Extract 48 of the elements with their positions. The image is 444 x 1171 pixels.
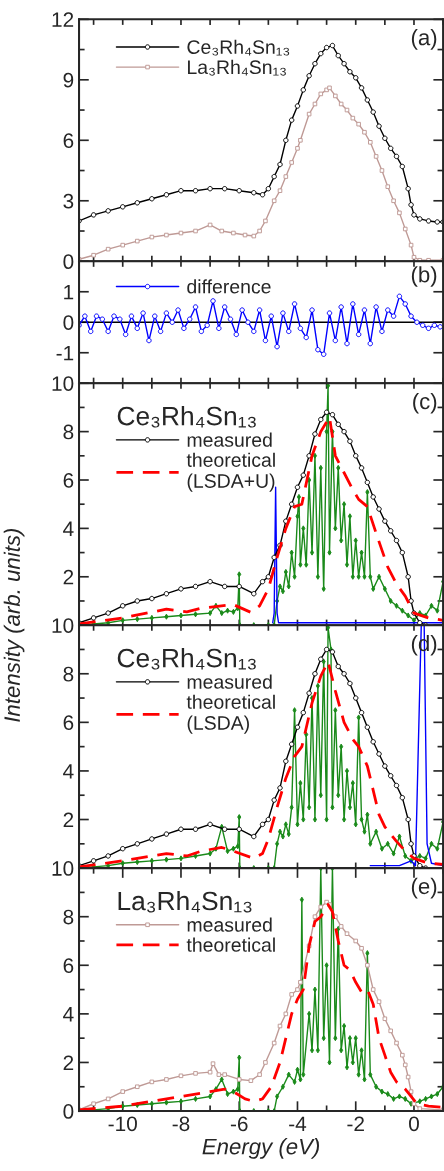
legend-label: theoretical (LSDA) — [186, 694, 275, 734]
legend-label: measured — [187, 917, 272, 932]
y-tick-label: 6 — [63, 133, 74, 149]
annotation: (e) — [411, 877, 437, 899]
y-tick-label: 6 — [63, 958, 74, 974]
legend-label: measured — [187, 674, 272, 689]
legend-label: measured — [187, 432, 272, 447]
x-tick-label: -6 — [230, 1116, 248, 1132]
y-tick-label: 9 — [63, 72, 74, 88]
y-tick-label: 6 — [63, 715, 74, 731]
y-tick-label: 0 — [63, 315, 74, 330]
annotation: (b) — [411, 266, 437, 287]
y-tick-label: 12 — [52, 12, 74, 27]
legend-label: La₃Rh₄Sn₁₃ — [188, 59, 286, 76]
y-tick-label: 2 — [63, 569, 74, 585]
y-tick-label: 3 — [63, 193, 74, 209]
x-tick-label: -2 — [347, 1116, 364, 1131]
legend-label: Ce₃Rh₄Sn₁₃ — [187, 39, 290, 56]
x-tick-label: -4 — [289, 1116, 307, 1131]
y-tick-label: 10 — [52, 861, 74, 876]
x-axis-title: Energy (eV) — [202, 1138, 320, 1159]
x-tick-label: 0 — [409, 1116, 419, 1132]
x-tick-label: -8 — [172, 1116, 190, 1132]
y-tick-label: -1 — [56, 345, 74, 361]
y-tick-label: 6 — [63, 473, 74, 488]
x-tick-label: -10 — [108, 1116, 137, 1132]
y-tick-label: 4 — [63, 521, 74, 536]
y-tick-label: 10 — [52, 618, 74, 633]
legend-label: difference — [187, 279, 271, 294]
y-tick-label: 2 — [63, 812, 74, 828]
legend-label: theoretical (LSDA+U) — [186, 452, 275, 492]
y-tick-label: 8 — [63, 909, 74, 925]
legend-title: La₃Rh₄Sn₁₃ — [118, 890, 252, 913]
y-tick-label: 4 — [63, 764, 74, 779]
legend-title: Ce₃Rh₄Sn₁₃ — [117, 648, 256, 670]
y-axis-title: Intensity (arb. units) — [3, 528, 25, 722]
y-tick-label: 4 — [63, 1007, 74, 1022]
annotation: (c) — [413, 392, 437, 414]
annotation: (a) — [411, 29, 437, 50]
legend-label: theoretical — [186, 937, 275, 952]
legend-title: Ce₃Rh₄Sn₁₃ — [117, 406, 256, 428]
y-tick-label: 8 — [63, 424, 74, 440]
y-tick-label: 2 — [63, 1055, 74, 1071]
y-tick-label: 1 — [64, 284, 74, 300]
y-tick-label: 0 — [63, 1104, 74, 1119]
y-tick-label: 8 — [63, 666, 74, 682]
y-tick-label: 10 — [52, 376, 74, 391]
y-tick-label: 0 — [63, 254, 74, 270]
